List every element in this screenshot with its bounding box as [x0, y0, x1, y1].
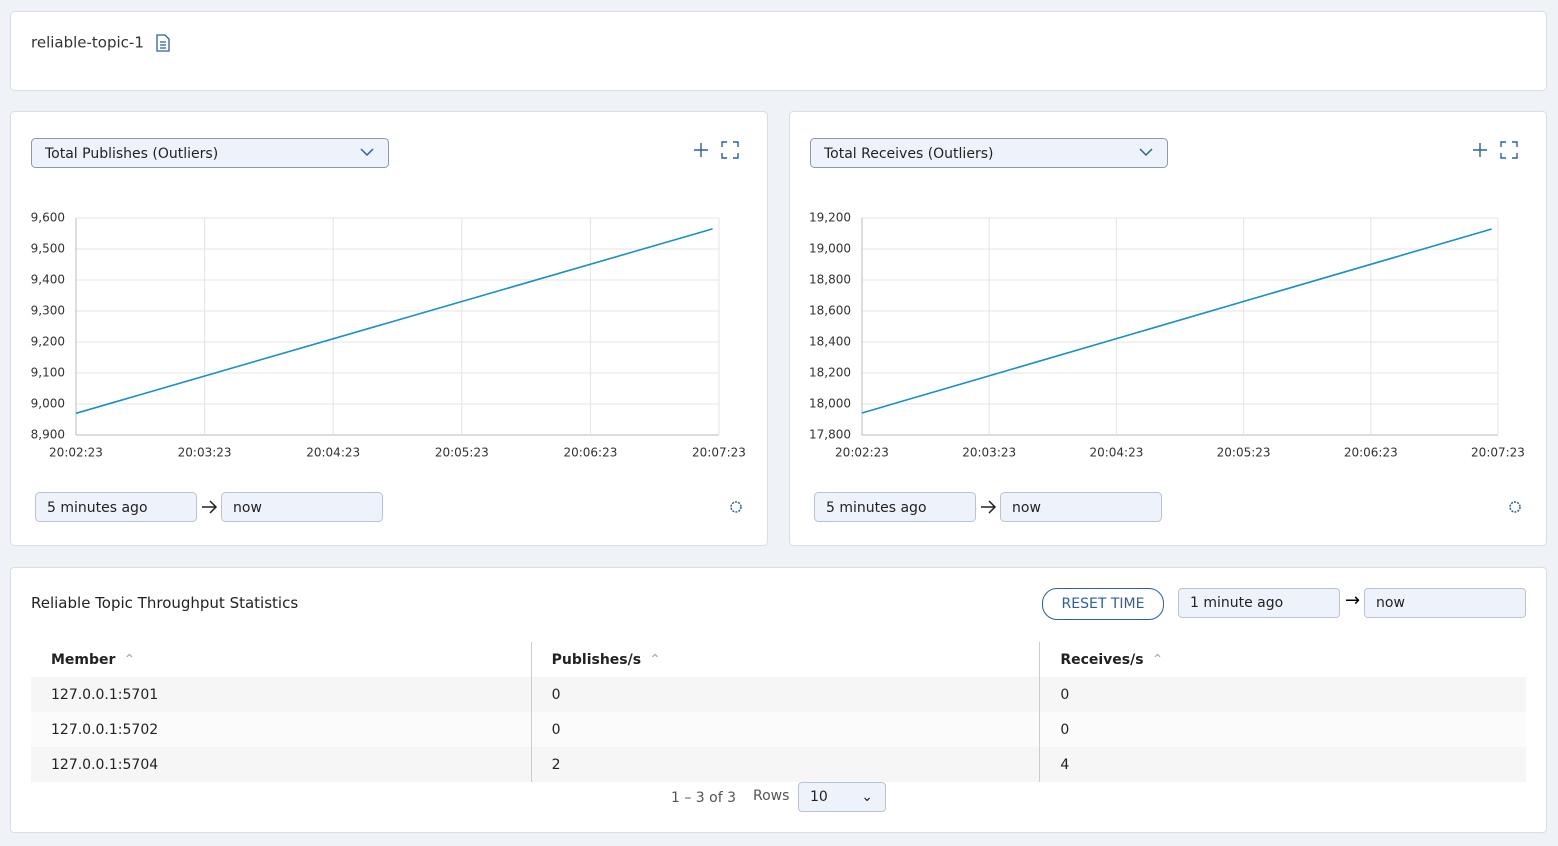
sort-icon: ⌃ — [649, 651, 661, 668]
y-tick-label: 19,200 — [809, 211, 851, 225]
y-tick-label: 18,800 — [809, 273, 851, 287]
table-cell: 127.0.0.1:5704 — [51, 756, 159, 773]
y-tick-label: 9,200 — [31, 335, 65, 349]
arrow — [981, 500, 997, 514]
table-cell: 4 — [1039, 747, 1526, 782]
y-tick-label: 9,400 — [31, 273, 65, 287]
x-tick-label: 20:04:23 — [1089, 446, 1143, 460]
x-tick-label: 20:07:23 — [1471, 446, 1525, 460]
time-to[interactable]: now — [1364, 588, 1526, 618]
column-title: Receives/s — [1060, 651, 1144, 668]
time-from-label: 5 minutes ago — [826, 500, 927, 516]
x-tick-label: 20:03:23 — [178, 446, 232, 460]
table-row: 127.0.0.1:5704 2 4 — [31, 747, 1526, 782]
x-tick-label: 20:03:23 — [962, 446, 1016, 460]
y-tick-label: 18,400 — [809, 335, 851, 349]
y-tick-label: 17,800 — [809, 428, 851, 442]
sort-icon: ⌃ — [123, 651, 136, 668]
header-card — [10, 11, 1547, 91]
table-cell: 127.0.0.1:5701 — [51, 686, 159, 703]
x-tick-label: 20:02:23 — [835, 446, 889, 460]
y-tick-label: 18,600 — [809, 304, 851, 318]
arrow: → — [1345, 590, 1361, 611]
top-area: reliable-topic-1 Total Publishes (Outlie… — [10, 11, 1547, 546]
table-title: Reliable Topic Throughput Statistics — [31, 594, 299, 612]
table-cell: 127.0.0.1:5702 — [51, 721, 159, 738]
y-tick-label: 9,500 — [31, 242, 65, 256]
table-cell: 0 — [1039, 712, 1526, 747]
rows-select[interactable]: 10 ⌄ — [798, 782, 886, 812]
time-from-label: 5 minutes ago — [47, 500, 148, 516]
topic-title: reliable-topic-1 — [31, 34, 144, 52]
y-tick-label: 9,100 — [31, 366, 65, 380]
pagination: 1 – 3 of 3 — [671, 790, 737, 806]
x-tick-label: 20:06:23 — [563, 446, 617, 460]
x-tick-label: 20:05:23 — [1217, 446, 1271, 460]
chevron: ⌄ — [861, 789, 873, 805]
column-title: Publishes/s — [551, 651, 642, 668]
y-tick-label: 9,000 — [31, 397, 65, 411]
settings-icon[interactable] — [1509, 501, 1521, 513]
time-from[interactable] — [814, 492, 976, 522]
rows-value: 10 — [810, 789, 828, 805]
column-header[interactable]: Publishes/s ⌃ — [530, 642, 1040, 677]
chart-title: Total Receives (Outliers) — [823, 146, 993, 162]
x-tick-label: 20:02:23 — [49, 446, 103, 460]
time-to[interactable] — [1000, 492, 1162, 522]
sort-icon: ⌃ — [1151, 651, 1164, 668]
settings-icon[interactable] — [730, 501, 742, 513]
data-line — [75, 228, 713, 415]
time-to[interactable] — [221, 492, 383, 522]
x-tick-label: 20:04:23 — [306, 446, 360, 460]
metric-select[interactable] — [810, 138, 1168, 168]
y-tick-label: 18,200 — [809, 366, 851, 380]
x-tick-label: 20:05:23 — [435, 446, 489, 460]
x-tick-label: 20:06:23 — [1344, 446, 1398, 460]
reset-button[interactable]: RESET TIME — [1042, 588, 1164, 620]
chevron — [1139, 148, 1153, 157]
rows-label: Rows — [753, 788, 790, 804]
add-icon[interactable] — [1473, 143, 1487, 157]
table-row: 127.0.0.1:5702 0 0 — [31, 712, 1526, 747]
stats-table: Member ⌃ Publishes/s ⌃ Receives/s ⌃ 127.0.0.1:… — [31, 642, 1526, 782]
fullscreen-icon[interactable] — [721, 141, 739, 159]
time-to-label: now — [233, 500, 262, 516]
add-icon[interactable] — [694, 143, 708, 157]
table-cell: 2 — [530, 747, 1040, 782]
table-cell: 0 — [530, 712, 1040, 747]
time-from[interactable]: 1 minute ago — [1178, 588, 1340, 618]
chevron — [360, 148, 374, 157]
y-tick-label: 18,000 — [809, 397, 851, 411]
y-tick-label: 19,000 — [809, 242, 851, 256]
time-from[interactable] — [35, 492, 197, 522]
arrow — [202, 500, 218, 514]
data-line — [861, 228, 1492, 414]
x-tick-label: 20:07:23 — [692, 446, 746, 460]
doc-icon[interactable] — [156, 34, 170, 52]
chart-title: Total Publishes (Outliers) — [44, 146, 218, 162]
table-card: Reliable Topic Throughput Statistics RES… — [10, 567, 1547, 833]
time-to-label: now — [1012, 500, 1041, 516]
y-tick-label: 9,600 — [31, 211, 65, 225]
y-tick-label: 9,300 — [31, 304, 65, 318]
table-cell: 0 — [530, 677, 1040, 712]
fullscreen-icon[interactable] — [1500, 141, 1518, 159]
chart-card — [789, 111, 1547, 546]
column-header[interactable]: Member ⌃ — [31, 642, 531, 677]
metric-select[interactable] — [31, 138, 389, 168]
table-cell: 0 — [1039, 677, 1526, 712]
y-tick-label: 8,900 — [31, 428, 65, 442]
chart-card — [10, 111, 768, 546]
column-title: Member — [51, 651, 116, 668]
table-row: 127.0.0.1:5701 0 0 — [31, 677, 1526, 712]
column-header[interactable]: Receives/s ⌃ — [1039, 642, 1526, 677]
